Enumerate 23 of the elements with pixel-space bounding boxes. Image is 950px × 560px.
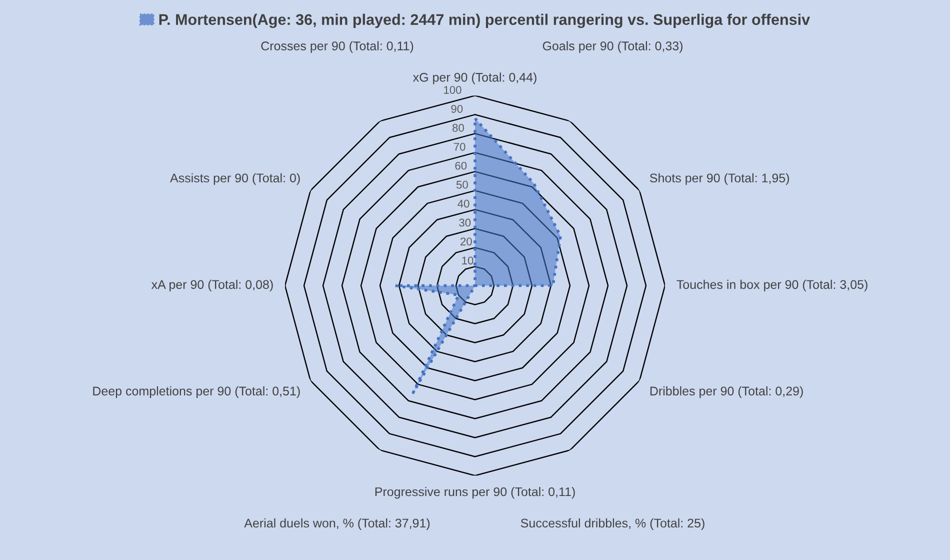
y-tick-label: 90 <box>451 104 463 113</box>
y-tick-label: 100 <box>444 86 462 94</box>
y-tick-label: 80 <box>452 124 464 132</box>
spoke-label: Successful dribbles, % (Total: 25) <box>520 518 704 530</box>
spoke-label: Dribbles per 90 (Total: 0,29) <box>650 386 803 398</box>
spoke-label: xG per 90 (Total: 0,44) <box>412 72 536 84</box>
spoke-label: Shots per 90 (Total: 1,95) <box>650 173 789 185</box>
spoke-label: Goals per 90 (Total: 0,33) <box>542 41 682 53</box>
spoke-label: Assists per 90 (Total: 0) <box>170 173 300 185</box>
spoke-label: xA per 90 (Total: 0,08) <box>151 280 273 292</box>
legend-label: P. Mortensen(Age: 36, min played: 2447 min) percentil rangering vs. Superliga for offensiv <box>159 14 810 28</box>
spoke-label: Aerial duels won, % (Total: 37,91) <box>244 518 430 530</box>
y-tick-label: 60 <box>455 162 467 170</box>
y-tick-label: 40 <box>458 200 470 208</box>
y-tick-label: 30 <box>459 218 471 227</box>
y-tick-label: 50 <box>456 180 468 189</box>
spoke-label: Crosses per 90 (Total: 0,11) <box>261 41 414 53</box>
y-tick-label: 20 <box>460 238 472 246</box>
y-tick-label: 70 <box>454 142 466 151</box>
spoke-label: Deep completions per 90 (Total: 0,51) <box>93 386 300 398</box>
y-tick-label: 10 <box>462 256 474 264</box>
spoke-label: Touches in box per 90 (Total: 3,05) <box>676 280 868 292</box>
spoke-label: Progressive runs per 90 (Total: 0,11) <box>375 487 575 499</box>
